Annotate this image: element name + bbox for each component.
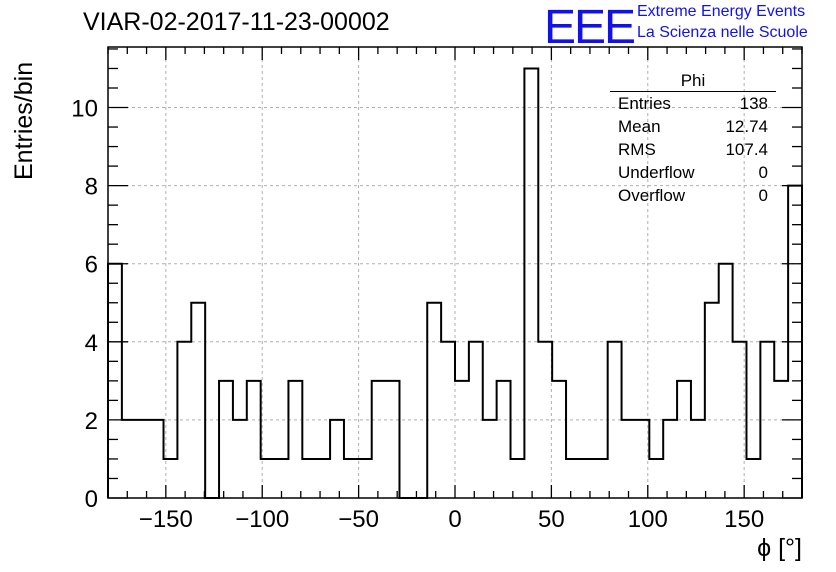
histogram-bin bbox=[247, 381, 261, 498]
stats-label: Entries bbox=[618, 94, 671, 113]
histogram-bin bbox=[344, 459, 358, 498]
stats-row-underflow: Underflow 0 bbox=[610, 161, 776, 184]
histogram-bin bbox=[122, 420, 136, 498]
x-tick-label: 150 bbox=[724, 506, 764, 533]
x-tick-label: −100 bbox=[235, 506, 289, 533]
x-tick-label: 0 bbox=[448, 506, 461, 533]
histogram-bin bbox=[622, 420, 636, 498]
histogram-bin bbox=[455, 381, 469, 498]
histogram-bin bbox=[427, 303, 441, 498]
stats-value: 0 bbox=[758, 163, 768, 182]
logo-line-2: La Scienza nelle Scuole bbox=[637, 24, 808, 41]
histogram-bin bbox=[580, 459, 594, 498]
stats-label: RMS bbox=[618, 140, 656, 159]
stats-label: Underflow bbox=[618, 163, 695, 182]
histogram-bin bbox=[483, 420, 497, 498]
plot-title: VIAR-02-2017-11-23-00002 bbox=[83, 8, 390, 36]
stats-label: Overflow bbox=[618, 186, 686, 205]
y-tick-label: 8 bbox=[85, 174, 98, 201]
histogram-bin bbox=[316, 459, 330, 498]
histogram-bin bbox=[219, 381, 233, 498]
stats-row-entries: Entries 138 bbox=[610, 92, 776, 115]
histogram-bin bbox=[594, 459, 608, 498]
stats-row-overflow: Overflow 0 bbox=[610, 184, 776, 207]
histogram-bin bbox=[386, 381, 400, 498]
stats-label: Mean bbox=[618, 117, 661, 136]
histogram-bin bbox=[649, 459, 663, 498]
histogram-bin bbox=[150, 420, 164, 498]
x-tick-label: 100 bbox=[628, 506, 668, 533]
histogram-bin bbox=[497, 381, 511, 498]
histogram-bin bbox=[330, 420, 344, 498]
eee-logo: EEE bbox=[544, 1, 636, 54]
histogram-bin bbox=[191, 303, 205, 498]
y-tick-label: 0 bbox=[85, 486, 98, 513]
x-tick-label: 50 bbox=[538, 506, 565, 533]
histogram-outline bbox=[107, 67, 803, 499]
stats-title: Phi bbox=[610, 70, 776, 92]
x-tick-label: −50 bbox=[338, 506, 379, 533]
stats-value: 107.4 bbox=[725, 140, 768, 159]
stats-value: 0 bbox=[758, 186, 768, 205]
stats-box: Phi Entries 138 Mean 12.74 RMS 107.4 Und… bbox=[610, 70, 776, 207]
histogram-bin bbox=[288, 381, 302, 498]
histogram-bin bbox=[691, 420, 705, 498]
histogram-bin bbox=[372, 381, 386, 498]
histogram-bin bbox=[233, 420, 247, 498]
histogram-bin bbox=[552, 381, 566, 498]
histogram-bin bbox=[677, 381, 691, 498]
y-tick-label: 2 bbox=[85, 408, 98, 435]
histogram-bin bbox=[566, 459, 580, 498]
histogram-bin bbox=[302, 459, 316, 498]
axis-ticks bbox=[107, 47, 803, 499]
stats-value: 138 bbox=[739, 94, 768, 113]
histogram-bin bbox=[719, 264, 733, 498]
stats-value: 12.74 bbox=[725, 117, 768, 136]
histogram-bin bbox=[177, 342, 191, 498]
axis-tick-labels: −150 −100 −50 0 50 100 150 0 2 4 6 8 10 bbox=[71, 96, 764, 533]
histogram-bin bbox=[136, 420, 150, 498]
histogram-bin bbox=[358, 459, 372, 498]
y-tick-label: 10 bbox=[71, 96, 98, 123]
y-tick-label: 6 bbox=[85, 252, 98, 279]
histogram-bin bbox=[705, 303, 719, 498]
histogram-series bbox=[107, 67, 803, 499]
x-axis-label: ϕ [°] bbox=[757, 534, 802, 562]
stats-row-mean: Mean 12.74 bbox=[610, 115, 776, 138]
x-tick-label: −150 bbox=[139, 506, 193, 533]
y-tick-label: 4 bbox=[85, 330, 98, 357]
histogram-bin bbox=[524, 68, 538, 498]
y-axis-label: Entries/bin bbox=[10, 61, 38, 180]
logo-line-1: Extreme Energy Events bbox=[637, 3, 806, 20]
histogram-bin bbox=[746, 459, 760, 498]
stats-row-rms: RMS 107.4 bbox=[610, 138, 776, 161]
histogram-bin bbox=[774, 381, 788, 498]
grid-lines bbox=[108, 47, 802, 498]
histogram-bin bbox=[663, 420, 677, 498]
